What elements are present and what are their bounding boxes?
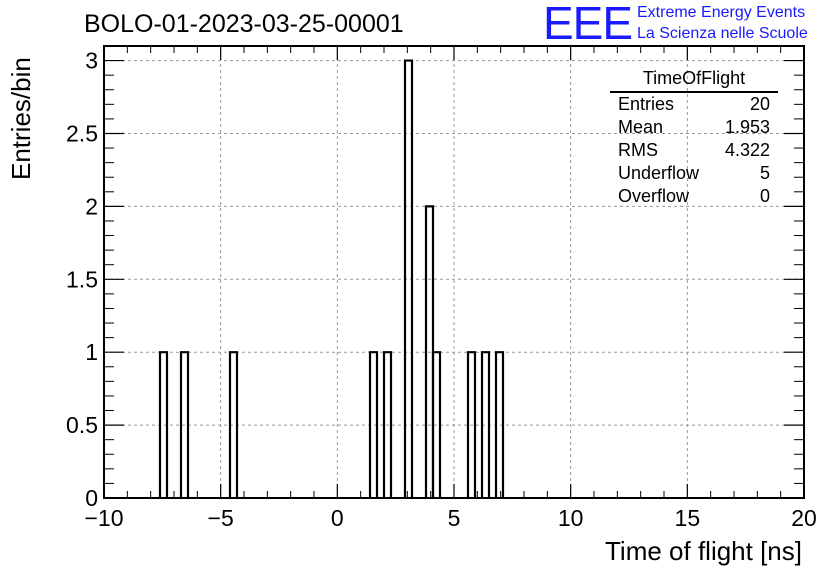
y-tick-label: 1	[85, 339, 98, 365]
y-tick-label: 3	[85, 48, 98, 74]
y-tick-label: 1.5	[66, 266, 98, 292]
stats-value: 5	[759, 163, 770, 183]
stats-title: TimeOfFlight	[610, 68, 778, 93]
stats-key: Mean	[618, 117, 664, 137]
stats-key: Underflow	[618, 163, 700, 183]
histogram-bin	[382, 351, 393, 498]
logo-line-1: Extreme Energy Events	[637, 4, 806, 21]
x-tick-label: −5	[208, 505, 234, 531]
histogram-bin	[179, 351, 190, 498]
eee-logo: EEE	[543, 0, 633, 49]
x-tick-label: −10	[84, 505, 123, 531]
histogram-bin	[368, 351, 379, 498]
stats-row-underflow: Underflow 5	[610, 162, 778, 185]
y-tick-label: 2.5	[66, 120, 98, 146]
stats-row-rms: RMS 4.322	[610, 139, 778, 162]
y-axis-label: Entries/bin	[6, 57, 36, 180]
x-tick-label: 15	[675, 505, 701, 531]
x-tick-label: 5	[448, 505, 461, 531]
stats-row-mean: Mean 1.953	[610, 116, 778, 139]
grid-lines	[104, 46, 804, 498]
x-axis-label: Time of flight [ns]	[605, 536, 802, 566]
histogram-bars	[158, 59, 505, 498]
stats-key: RMS	[618, 140, 658, 160]
stats-key: Entries	[618, 94, 675, 114]
stats-key: Overflow	[618, 186, 690, 206]
x-tick-label: 0	[331, 505, 344, 531]
histogram-bin	[431, 351, 442, 498]
histogram-bin	[403, 59, 414, 498]
axis-tick-labels: −10 −5 0 5 10 15 20 0 0.5 1 1.5 2 2.5 3	[66, 48, 817, 531]
y-tick-label: 0.5	[66, 412, 98, 438]
stats-box: TimeOfFlight Entries 20 Mean 1.953 RMS 4…	[610, 68, 778, 208]
logo-line-2: La Scienza nelle Scuole	[637, 25, 808, 42]
histogram-bin	[480, 351, 491, 498]
stats-value: 20	[749, 94, 770, 114]
y-tick-label: 0	[85, 485, 98, 511]
axis-ticks	[103, 45, 805, 499]
stats-row-overflow: Overflow 0	[610, 185, 778, 208]
plot-frame	[103, 45, 805, 499]
histogram-bin	[158, 351, 169, 498]
x-tick-label: 20	[791, 505, 817, 531]
x-tick-label: 10	[558, 505, 584, 531]
histogram-bin	[228, 351, 239, 498]
y-tick-label: 2	[85, 193, 98, 219]
run-title: BOLO-01-2023-03-25-00001	[84, 10, 404, 38]
histogram-bin	[466, 351, 477, 498]
histogram-bin	[494, 351, 505, 498]
stats-value: 1.953	[724, 117, 770, 137]
stats-value: 4.322	[724, 140, 770, 160]
stats-row-entries: Entries 20	[610, 93, 778, 116]
stats-value: 0	[759, 186, 770, 206]
